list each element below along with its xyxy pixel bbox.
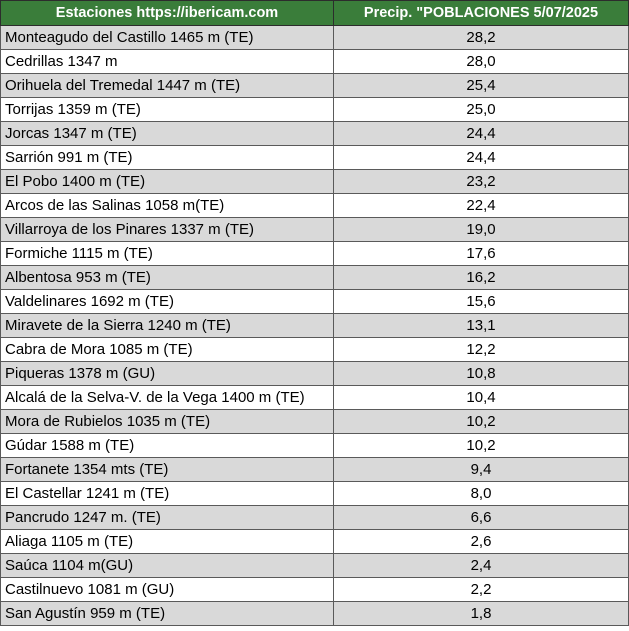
precipitation-value-cell: 10,2 <box>333 433 629 458</box>
precipitation-value-cell: 28,0 <box>333 49 629 74</box>
table-row: Albentosa 953 m (TE) 16,2 <box>0 265 629 290</box>
station-name-cell: Miravete de la Sierra 1240 m (TE) <box>0 313 334 338</box>
precipitation-value-cell: 15,6 <box>333 289 629 314</box>
precipitation-value-cell: 10,8 <box>333 361 629 386</box>
table-row: Aliaga 1105 m (TE) 2,6 <box>0 529 629 554</box>
table-row: Fortanete 1354 mts (TE) 9,4 <box>0 457 629 482</box>
table-row: Piqueras 1378 m (GU) 10,8 <box>0 361 629 386</box>
precipitation-value-cell: 12,2 <box>333 337 629 362</box>
precipitation-value-cell: 22,4 <box>333 193 629 218</box>
precipitation-value-cell: 25,4 <box>333 73 629 98</box>
table-row: Cedrillas 1347 m 28,0 <box>0 49 629 74</box>
station-name-cell: Arcos de las Salinas 1058 m(TE) <box>0 193 334 218</box>
table-row: El Pobo 1400 m (TE) 23,2 <box>0 169 629 194</box>
station-name-cell: El Castellar 1241 m (TE) <box>0 481 334 506</box>
table-row: San Agustín 959 m (TE) 1,8 <box>0 601 629 626</box>
station-name-cell: Sarrión 991 m (TE) <box>0 145 334 170</box>
precipitation-value-cell: 19,0 <box>333 217 629 242</box>
precipitation-value-cell: 2,2 <box>333 577 629 602</box>
precipitation-value-cell: 9,4 <box>333 457 629 482</box>
table-row: El Castellar 1241 m (TE) 8,0 <box>0 481 629 506</box>
station-name-cell: San Agustín 959 m (TE) <box>0 601 334 626</box>
station-name-cell: Valdelinares 1692 m (TE) <box>0 289 334 314</box>
table-row: Orihuela del Tremedal 1447 m (TE) 25,4 <box>0 73 629 98</box>
table-row: Arcos de las Salinas 1058 m(TE) 22,4 <box>0 193 629 218</box>
table-body: Monteagudo del Castillo 1465 m (TE) 28,2 C… <box>0 25 629 626</box>
table-row: Torrijas 1359 m (TE) 25,0 <box>0 97 629 122</box>
table-row: Villarroya de los Pinares 1337 m (TE) 19,… <box>0 217 629 242</box>
precipitation-value-cell: 2,6 <box>333 529 629 554</box>
station-name-cell: Albentosa 953 m (TE) <box>0 265 334 290</box>
station-name-cell: Alcalá de la Selva-V. de la Vega 1400 m … <box>0 385 334 410</box>
table-header: Estaciones https://ibericam.com Precip. … <box>0 0 629 26</box>
station-name-cell: Saúca 1104 m(GU) <box>0 553 334 578</box>
station-name-cell: Castilnuevo 1081 m (GU) <box>0 577 334 602</box>
table-row: Valdelinares 1692 m (TE) 15,6 <box>0 289 629 314</box>
station-name-cell: El Pobo 1400 m (TE) <box>0 169 334 194</box>
table-row: Gúdar 1588 m (TE) 10,2 <box>0 433 629 458</box>
station-name-cell: Piqueras 1378 m (GU) <box>0 361 334 386</box>
table-row: Formiche 1115 m (TE) 17,6 <box>0 241 629 266</box>
header-precipitation: Precip. "POBLACIONES 5/07/2025 <box>333 0 629 26</box>
precipitation-value-cell: 24,4 <box>333 145 629 170</box>
precipitation-value-cell: 16,2 <box>333 265 629 290</box>
precipitation-value-cell: 6,6 <box>333 505 629 530</box>
station-name-cell: Cedrillas 1347 m <box>0 49 334 74</box>
table-row: Alcalá de la Selva-V. de la Vega 1400 m … <box>0 385 629 410</box>
station-name-cell: Gúdar 1588 m (TE) <box>0 433 334 458</box>
table-row: Mora de Rubielos 1035 m (TE) 10,2 <box>0 409 629 434</box>
station-name-cell: Monteagudo del Castillo 1465 m (TE) <box>0 25 334 50</box>
precipitation-value-cell: 23,2 <box>333 169 629 194</box>
table-row: Jorcas 1347 m (TE) 24,4 <box>0 121 629 146</box>
precipitation-value-cell: 8,0 <box>333 481 629 506</box>
station-name-cell: Torrijas 1359 m (TE) <box>0 97 334 122</box>
station-name-cell: Cabra de Mora 1085 m (TE) <box>0 337 334 362</box>
table-row: Castilnuevo 1081 m (GU) 2,2 <box>0 577 629 602</box>
precipitation-value-cell: 17,6 <box>333 241 629 266</box>
precipitation-value-cell: 1,8 <box>333 601 629 626</box>
precipitation-value-cell: 24,4 <box>333 121 629 146</box>
header-row: Estaciones https://ibericam.com Precip. … <box>0 0 629 26</box>
station-name-cell: Pancrudo 1247 m. (TE) <box>0 505 334 530</box>
table-row: Saúca 1104 m(GU) 2,4 <box>0 553 629 578</box>
table-row: Monteagudo del Castillo 1465 m (TE) 28,2 <box>0 25 629 50</box>
header-stations: Estaciones https://ibericam.com <box>0 0 334 26</box>
precipitation-value-cell: 25,0 <box>333 97 629 122</box>
station-name-cell: Villarroya de los Pinares 1337 m (TE) <box>0 217 334 242</box>
precipitation-value-cell: 28,2 <box>333 25 629 50</box>
station-name-cell: Formiche 1115 m (TE) <box>0 241 334 266</box>
precipitation-value-cell: 2,4 <box>333 553 629 578</box>
station-name-cell: Jorcas 1347 m (TE) <box>0 121 334 146</box>
table-row: Pancrudo 1247 m. (TE) 6,6 <box>0 505 629 530</box>
table-row: Miravete de la Sierra 1240 m (TE) 13,1 <box>0 313 629 338</box>
table-row: Cabra de Mora 1085 m (TE) 12,2 <box>0 337 629 362</box>
station-name-cell: Fortanete 1354 mts (TE) <box>0 457 334 482</box>
table-row: Sarrión 991 m (TE) 24,4 <box>0 145 629 170</box>
station-name-cell: Orihuela del Tremedal 1447 m (TE) <box>0 73 334 98</box>
station-name-cell: Aliaga 1105 m (TE) <box>0 529 334 554</box>
precipitation-value-cell: 10,2 <box>333 409 629 434</box>
precipitation-value-cell: 13,1 <box>333 313 629 338</box>
precipitation-value-cell: 10,4 <box>333 385 629 410</box>
station-name-cell: Mora de Rubielos 1035 m (TE) <box>0 409 334 434</box>
